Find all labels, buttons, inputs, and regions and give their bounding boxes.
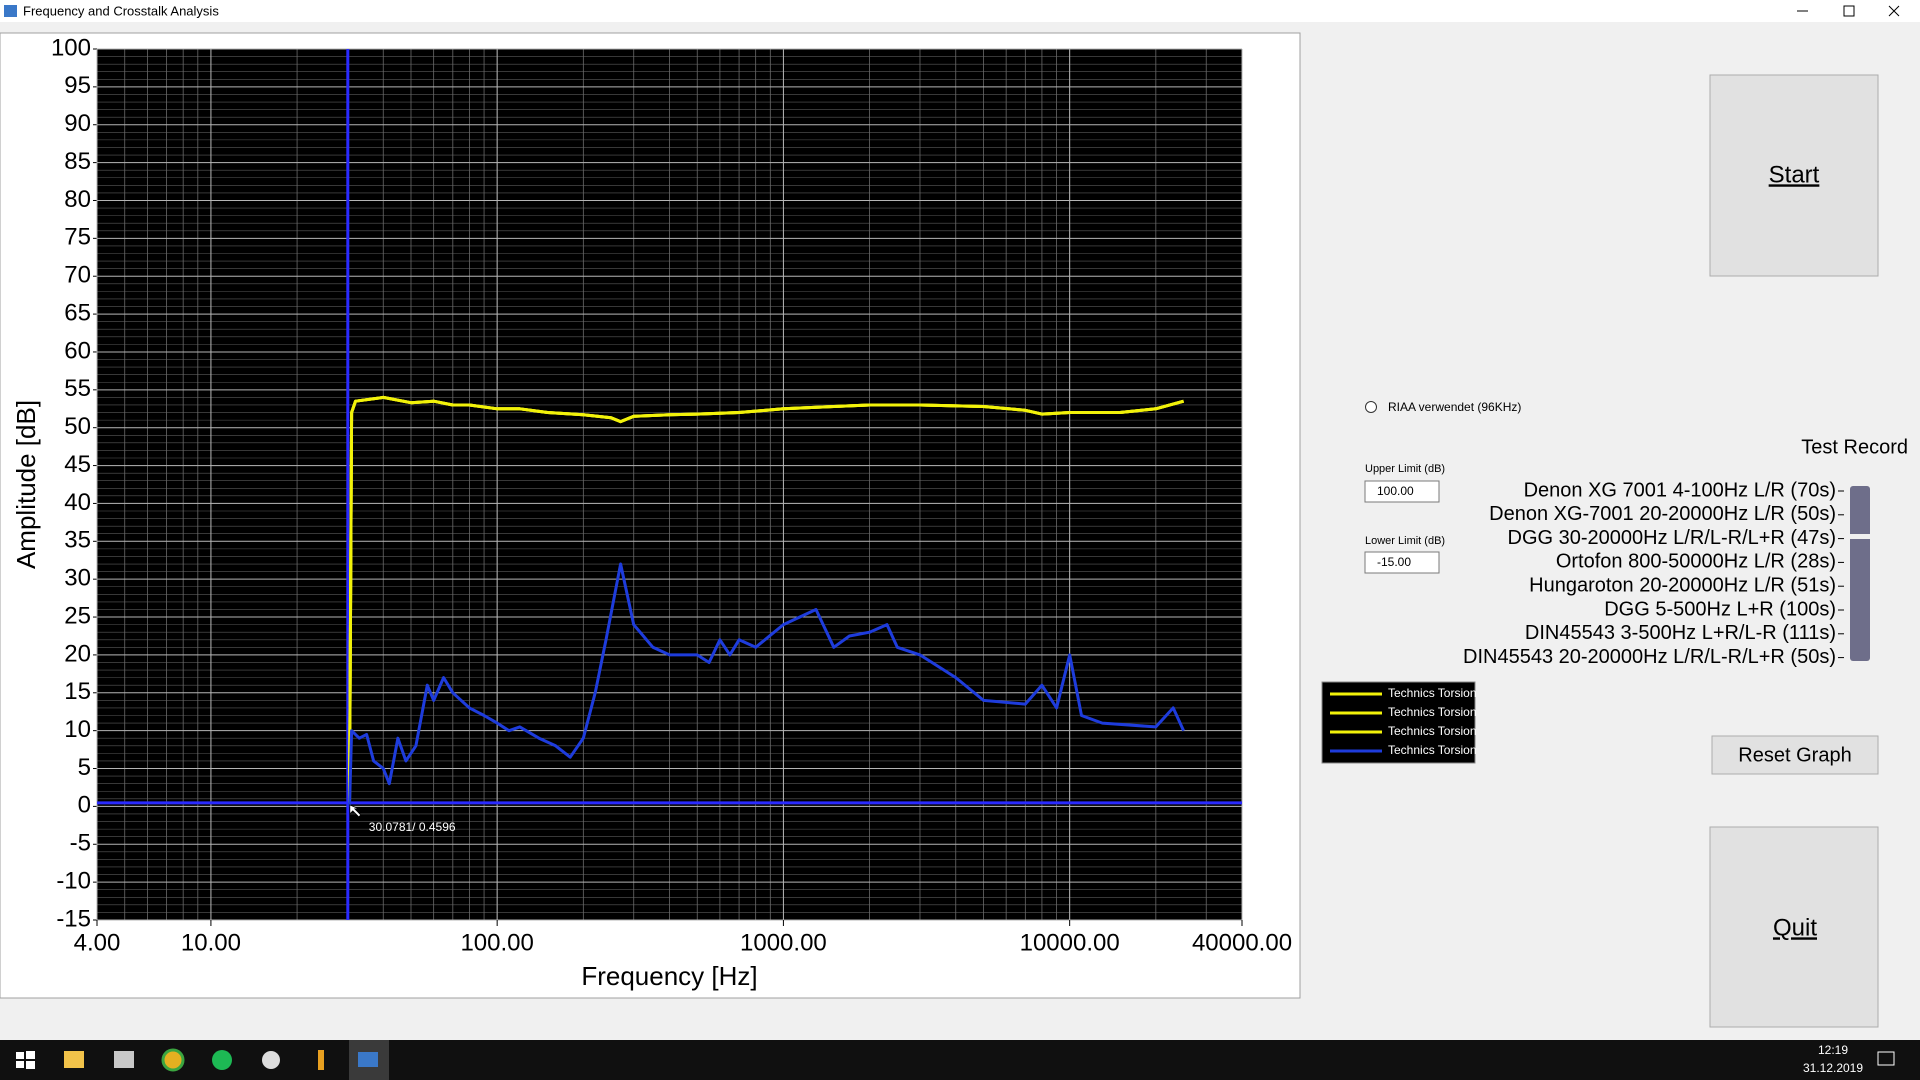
quit-button[interactable] — [1709, 826, 1879, 1028]
chrome-icon[interactable] — [161, 1048, 185, 1072]
y-axis-label: Amplitude [dB] — [11, 400, 41, 569]
y-tick-label: 65 — [64, 299, 91, 326]
y-tick-label: 50 — [64, 413, 91, 440]
y-tick-label: 100 — [51, 34, 91, 61]
record-slider[interactable] — [1850, 486, 1870, 661]
close[interactable] — [1888, 5, 1900, 17]
upper-limit-value[interactable]: 100.00 — [1377, 484, 1414, 498]
riaa-radio[interactable] — [1365, 401, 1377, 413]
explorer-icon[interactable] — [64, 1051, 84, 1068]
title-bar — [0, 0, 1920, 22]
window-title: Frequency and Crosstalk Analysis — [23, 3, 219, 18]
record-option[interactable]: Hungaroton 20-20000Hz L/R (51s) — [1529, 574, 1836, 596]
series-line — [348, 562, 1185, 807]
app-icon — [4, 5, 17, 17]
notifications[interactable] — [1877, 1051, 1895, 1066]
app-icon-6[interactable] — [318, 1050, 324, 1070]
y-tick-label: -15 — [56, 905, 91, 932]
record-option[interactable]: Denon XG 7001 4-100Hz L/R (70s) — [1524, 479, 1836, 501]
record-option[interactable]: DIN45543 20-20000Hz L/R/L-R/L+R (50s) — [1463, 646, 1836, 668]
y-tick-label: 10 — [64, 716, 91, 743]
upper-limit-label: Upper Limit (dB) — [1365, 463, 1445, 475]
app-icon-5[interactable] — [262, 1051, 280, 1069]
x-tick-label: 40000.00 — [1192, 929, 1292, 956]
reset-button[interactable] — [1711, 735, 1879, 775]
reset-label[interactable]: Reset Graph — [1738, 744, 1851, 766]
y-tick-label: 75 — [64, 224, 91, 251]
x-axis-label: Frequency [Hz] — [581, 961, 757, 991]
app-icon-2[interactable] — [114, 1051, 134, 1068]
upper-limit-input[interactable] — [1364, 480, 1440, 503]
y-tick-label: 80 — [64, 186, 91, 213]
riaa-label[interactable]: RIAA verwendet (96KHz) — [1388, 400, 1521, 414]
plot-layer: -15 -10 -5 0 5 10 15 20 25 30 35 40 45 50 55 60 65 70 75 80… — [11, 34, 1292, 991]
y-tick-label: 35 — [64, 527, 91, 554]
active-app-icon[interactable] — [358, 1052, 378, 1067]
spotify-icon[interactable] — [212, 1050, 232, 1070]
restore[interactable] — [1843, 5, 1855, 17]
legend-label: Technics Torsion — [1388, 724, 1477, 738]
lower-limit-input[interactable] — [1364, 551, 1440, 574]
y-tick-label: 40 — [64, 489, 91, 516]
x-tick-label: 10000.00 — [1020, 929, 1120, 956]
series-line — [348, 395, 1184, 803]
y-tick-label: 5 — [78, 754, 91, 781]
test-record-label: Test Record — [1801, 436, 1908, 458]
y-tick-label: 20 — [64, 640, 91, 667]
y-tick-label: -10 — [56, 867, 91, 894]
start-button[interactable] — [1709, 74, 1879, 277]
record-option[interactable]: Ortofon 800-50000Hz L/R (28s) — [1556, 551, 1836, 573]
record-option[interactable]: Denon XG-7001 20-20000Hz L/R (50s) — [1489, 503, 1836, 525]
clock-date: 31.12.2019 — [1803, 1061, 1863, 1075]
legend-label: Technics Torsion — [1388, 743, 1477, 757]
cursor-pointer — [349, 804, 362, 818]
legend-label: Technics Torsion — [1388, 686, 1477, 700]
y-tick-label: 95 — [64, 72, 91, 99]
cursor-label: 30.0781/ 0.4596 — [369, 820, 456, 834]
lower-limit-value[interactable]: -15.00 — [1377, 555, 1411, 569]
x-tick-label: 10.00 — [181, 929, 241, 956]
y-tick-label: 85 — [64, 148, 91, 175]
start-label[interactable]: Start — [1769, 161, 1820, 188]
y-tick-label: 60 — [64, 337, 91, 364]
slider-thumb[interactable] — [1848, 534, 1872, 539]
y-tick-label: 45 — [64, 451, 91, 478]
y-tick-label: 0 — [78, 792, 91, 819]
lower-limit-label: Lower Limit (dB) — [1365, 535, 1445, 547]
record-option[interactable]: DGG 5-500Hz L+R (100s) — [1604, 598, 1836, 620]
legend-label: Technics Torsion — [1388, 705, 1477, 719]
clock-time: 12:19 — [1818, 1043, 1848, 1057]
y-tick-label: 25 — [64, 602, 91, 629]
y-tick-label: 30 — [64, 565, 91, 592]
y-tick-label: -5 — [70, 830, 91, 857]
y-tick-label: 55 — [64, 375, 91, 402]
x-tick-label: 4.00 — [74, 929, 121, 956]
taskbar — [0, 1040, 1920, 1080]
start-menu[interactable] — [16, 1051, 35, 1069]
y-tick-label: 70 — [64, 262, 91, 289]
quit-label[interactable]: Quit — [1773, 914, 1817, 941]
x-tick-label: 100.00 — [460, 929, 533, 956]
y-tick-label: 15 — [64, 678, 91, 705]
record-option[interactable]: DIN45543 3-500Hz L+R/L-R (111s) — [1525, 622, 1836, 644]
y-tick-label: 90 — [64, 110, 91, 137]
record-option[interactable]: DGG 30-20000Hz L/R/L-R/L+R (47s) — [1508, 527, 1836, 549]
x-tick-label: 1000.00 — [740, 929, 827, 956]
